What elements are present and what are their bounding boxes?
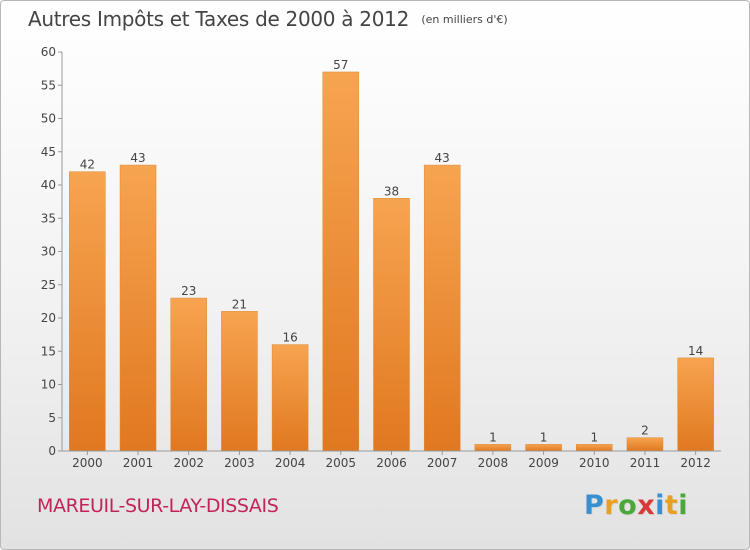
logo-letter: x — [637, 490, 656, 521]
y-tick-label: 25 — [41, 278, 56, 292]
logo-letter: r — [604, 490, 619, 521]
bar-value-label: 2 — [641, 424, 649, 438]
x-tick-label: 2005 — [326, 456, 357, 470]
logo-letter: o — [618, 490, 638, 521]
bar — [626, 437, 664, 452]
x-tick-label: 2011 — [630, 456, 661, 470]
x-tick-label: 2009 — [528, 456, 559, 470]
x-tick-label: 2012 — [680, 456, 711, 470]
bar-value-label: 43 — [435, 151, 450, 165]
y-tick-label: 35 — [41, 211, 56, 225]
x-tick-label: 2010 — [579, 456, 610, 470]
bar — [423, 164, 461, 452]
x-tick-label: 2007 — [427, 456, 458, 470]
bar — [677, 357, 714, 452]
x-tick-label: 2004 — [275, 456, 306, 470]
y-tick-label: 15 — [41, 344, 56, 358]
bar — [373, 198, 410, 452]
y-axis: 0 5 10 15 20 25 30 35 40 45 50 55 60 — [41, 45, 63, 458]
x-tick-label: 2006 — [376, 456, 407, 470]
bar-value-label: 1 — [540, 430, 548, 444]
x-tick-label: 2002 — [173, 456, 204, 470]
commune-name: MAREUIL-SUR-LAY-DISSAIS — [37, 495, 279, 517]
bar — [69, 171, 106, 452]
bar-value-label: 42 — [80, 158, 95, 172]
y-tick-label: 30 — [41, 245, 56, 259]
bar — [576, 444, 613, 452]
bar-value-label: 23 — [181, 284, 196, 298]
logo-letter: P — [584, 490, 605, 521]
logo-letter: i — [655, 490, 665, 521]
y-tick-label: 20 — [41, 311, 56, 325]
bars: 42 43 23 21 16 57 38 43 1 1 1 2 14 — [69, 58, 714, 452]
y-tick-label: 40 — [41, 178, 56, 192]
proxiti-logo: Proxiti — [584, 490, 688, 521]
bar-value-label: 1 — [590, 430, 598, 444]
y-tick-label: 10 — [41, 378, 56, 392]
bar — [119, 164, 157, 452]
bar-value-label: 14 — [688, 344, 703, 358]
chart-title-main: Autres Impôts et Taxes de 2000 à 2012 — [28, 7, 409, 31]
bar-value-label: 43 — [130, 151, 145, 165]
bar-value-label: 1 — [489, 430, 497, 444]
bar — [271, 344, 309, 452]
x-tick-label: 2003 — [224, 456, 255, 470]
bar — [525, 444, 562, 452]
y-tick-label: 55 — [41, 78, 56, 92]
bar — [221, 311, 258, 452]
x-tick-label: 2000 — [72, 456, 103, 470]
y-tick-label: 45 — [41, 145, 56, 159]
bar — [322, 71, 360, 452]
bar — [474, 444, 512, 452]
chart-title-unit: (en milliers d'€) — [421, 13, 508, 26]
bar-value-label: 57 — [333, 58, 348, 72]
x-axis: 2000 2001 2002 2003 2004 2005 2006 2007 2008 2009… — [62, 450, 721, 470]
y-tick-label: 5 — [48, 411, 56, 425]
bar — [170, 297, 207, 452]
x-tick-label: 2001 — [123, 456, 154, 470]
bar-value-label: 38 — [384, 184, 399, 198]
y-tick-label: 60 — [41, 45, 56, 59]
logo-letter: t — [664, 490, 679, 521]
logo-letter: i — [678, 490, 689, 521]
x-tick-label: 2008 — [478, 456, 509, 470]
y-tick-label: 0 — [48, 444, 56, 458]
chart-title: Autres Impôts et Taxes de 2000 à 2012 (e… — [28, 7, 508, 31]
bar-value-label: 16 — [282, 331, 297, 345]
bar-value-label: 21 — [232, 297, 247, 311]
y-tick-label: 50 — [41, 112, 56, 126]
